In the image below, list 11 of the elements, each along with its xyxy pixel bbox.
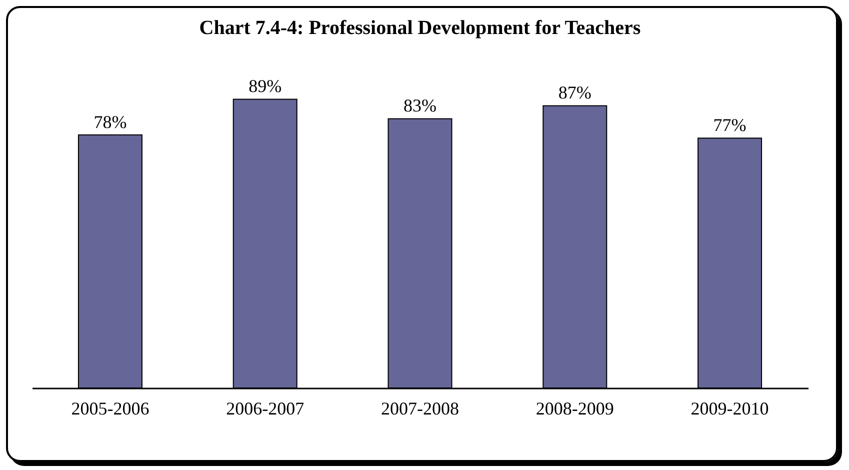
chart-title: Chart 7.4-4: Professional Development for Teachers: [199, 17, 641, 40]
data-label: 87%: [558, 82, 592, 103]
data-label: 78%: [94, 112, 127, 132]
x-tick-label: 2009-2010: [690, 398, 769, 418]
data-label: 89%: [248, 76, 282, 96]
x-tick-label: 2005-2006: [71, 398, 150, 418]
x-tick-label: 2008-2009: [536, 398, 614, 418]
data-label: 77%: [713, 115, 746, 136]
x-tick-label: 2006-2007: [226, 398, 304, 418]
data-label: 83%: [404, 96, 436, 116]
x-tick-label: 2007-2008: [381, 398, 459, 418]
